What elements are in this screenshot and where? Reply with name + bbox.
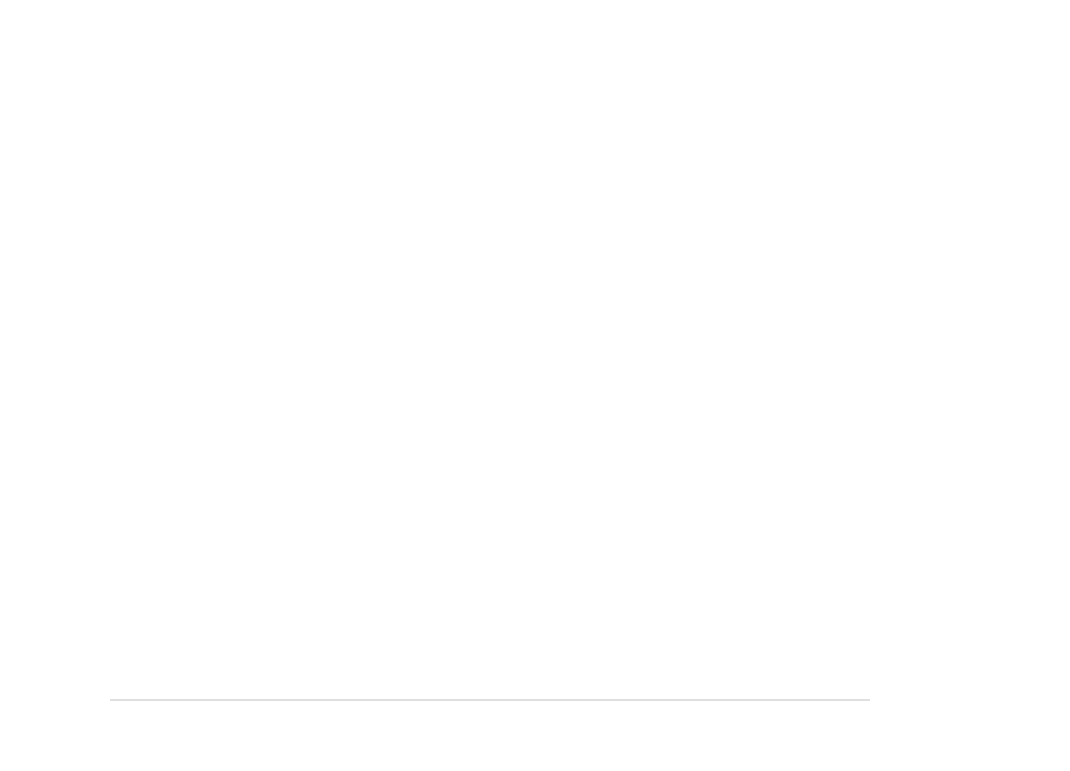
chart-svg: [0, 0, 1070, 771]
chart-bg: [0, 0, 1070, 771]
chart-root: [0, 0, 1070, 771]
